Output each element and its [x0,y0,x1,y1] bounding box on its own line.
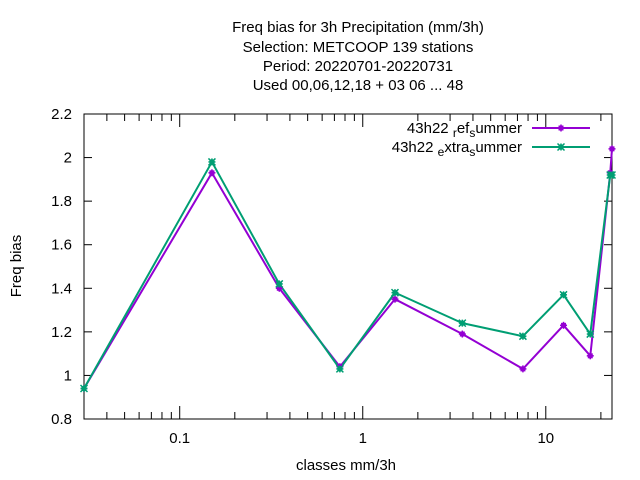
data-point-series-1 [586,352,594,360]
legend-label-1: 43h22 refsummer [407,120,522,140]
y-tick-label: 1.6 [51,237,72,254]
plot-frame [83,113,613,420]
title-line-4: Used 00,06,12,18 + 03 06 ... 48 [253,77,464,94]
data-point-series-2 [207,157,216,166]
series-line-2 [83,160,612,389]
legend-label-part: e [438,145,445,159]
data-point-series-1 [519,365,527,373]
legend-label-part: 43h22 [407,120,453,137]
data-point-series-2 [335,364,344,373]
y-tick-label: 1 [64,367,72,384]
data-point-series-2 [559,290,568,299]
y-tick-label: 1.2 [51,324,72,341]
data-point-series-2 [458,319,467,328]
legend-label-part: 43h22 [392,139,438,156]
y-tick-label: 0.8 [51,411,72,428]
chart-title: Freq bias for 3h Precipitation (mm/3h) S… [232,19,484,94]
y-tick-label: 1.8 [51,193,72,210]
y-tick-label: 1.4 [51,280,72,297]
series-lines [83,148,613,390]
data-point-series-2 [275,279,284,288]
data-point-series-1 [391,295,399,303]
series-markers [79,145,617,393]
data-point-series-2 [390,288,400,297]
data-point-series-1 [208,169,216,177]
x-tick-label: 1 [359,430,367,447]
x-tick-label: 0.1 [169,430,190,447]
legend-marker-1 [557,124,565,132]
legend-label-part: ummer [475,120,522,137]
title-line-3: Period: 20220701-20220731 [263,58,453,75]
legend-label-part: xtra [444,139,470,156]
data-point-series-1 [608,145,616,153]
series-line-1 [83,148,613,390]
data-point-series-2 [607,170,617,180]
data-point-series-2 [586,330,595,339]
x-axis-label: classes mm/3h [296,457,396,474]
tick-labels: 0.8 1 1.2 1.4 1.6 1.8 2 2.2 0.1 1 10 [51,106,554,447]
legend-label-2: 43h22 extrasummer [392,139,522,159]
legend-label-part: ummer [475,139,522,156]
title-line-2: Selection: METCOOP 139 stations [243,39,474,56]
legend-marker-2 [556,142,566,152]
data-point-series-2 [79,384,89,393]
data-point-series-1 [560,321,568,329]
legend-label-part: s [469,126,475,140]
y-axis-label: Freq bias [8,235,25,298]
data-point-series-2 [518,332,527,341]
y-tick-label: 2 [64,150,72,167]
legend-label-part: s [469,145,475,159]
axis-ticks [83,113,612,420]
legend-label-part: r [453,126,457,140]
data-point-series-1 [458,330,466,338]
title-line-1: Freq bias for 3h Precipitation (mm/3h) [232,19,484,36]
y-tick-label: 2.2 [51,106,72,123]
legend-label-part: ef [457,120,470,137]
x-tick-label: 10 [537,430,554,447]
